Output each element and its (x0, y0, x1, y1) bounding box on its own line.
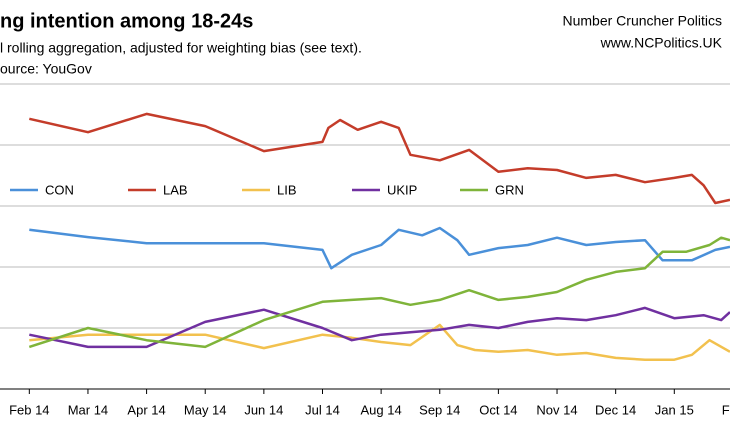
x-tick-label: Dec 14 (595, 402, 636, 417)
x-tick-label: Nov 14 (536, 402, 577, 417)
subtitle: l rolling aggregation, adjusted for weig… (0, 40, 362, 56)
x-tick-label: Feb (722, 402, 730, 417)
series-line (29, 323, 730, 361)
legend-label: GRN (495, 182, 524, 197)
series-line (29, 226, 730, 270)
chart-title: ng intention among 18-24s (0, 10, 253, 32)
x-tick-label: Apr 14 (127, 402, 165, 417)
series-line (28, 236, 730, 349)
credit: Number Cruncher Politics (563, 13, 723, 29)
x-tick-label: Jun 14 (244, 402, 283, 417)
series-line (29, 112, 730, 205)
legend-label: LIB (277, 182, 297, 197)
x-tick-label: Aug 14 (361, 402, 402, 417)
legend-label: CON (45, 182, 74, 197)
credit: www.NCPolitics.UK (600, 35, 723, 51)
subtitle: ource: YouGov (0, 61, 92, 77)
x-tick-label: May 14 (184, 402, 227, 417)
x-tick-label: Feb 14 (9, 402, 49, 417)
legend-label: UKIP (387, 182, 417, 197)
x-tick-label: Sep 14 (419, 402, 460, 417)
x-tick-label: Oct 14 (479, 402, 517, 417)
legend-label: LAB (163, 182, 188, 197)
x-tick-label: Jan 15 (655, 402, 694, 417)
series-line (29, 306, 730, 349)
x-tick-label: Mar 14 (68, 402, 108, 417)
x-tick-label: Jul 14 (305, 402, 340, 417)
